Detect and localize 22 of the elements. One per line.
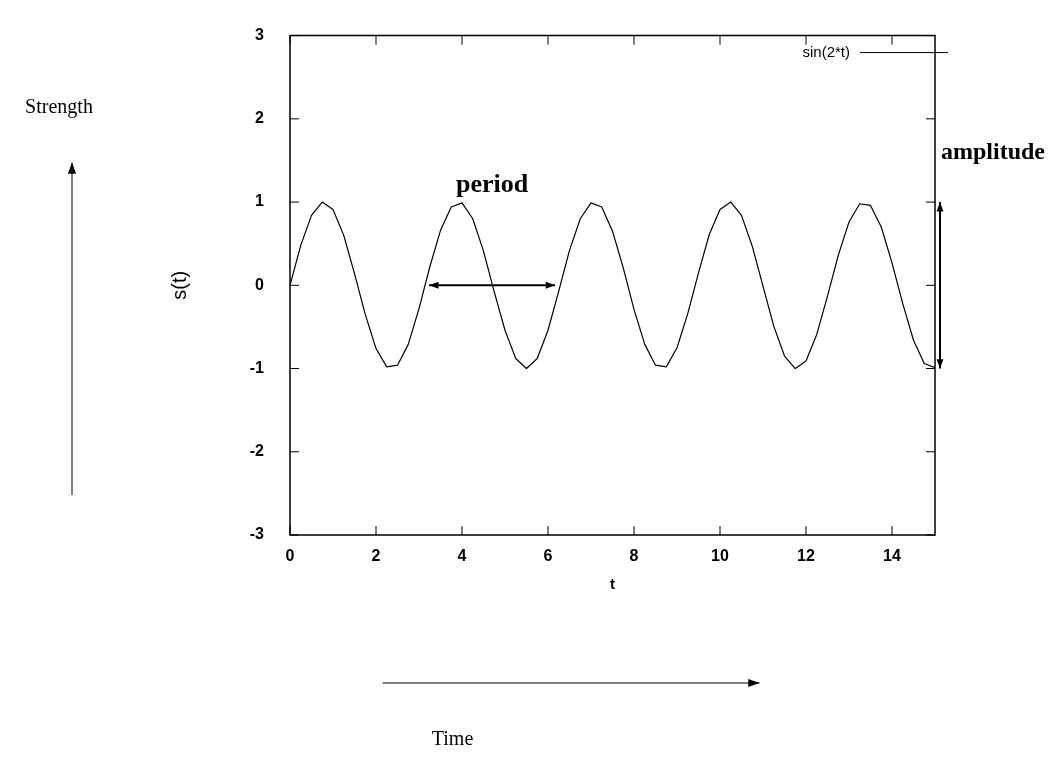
y-tick-label: 0: [255, 275, 265, 293]
y-tick-label: 2: [255, 109, 265, 127]
y-tick-label: -3: [249, 525, 265, 543]
x-tick-label: 0: [285, 547, 295, 565]
annotation: period: [455, 169, 529, 199]
text: amplitude: [940, 137, 1046, 164]
y-tick-label: 3: [255, 26, 265, 44]
x-tick-label: 8: [629, 547, 639, 565]
x-axis-title: t: [610, 575, 615, 593]
x-tick-label: 10: [711, 547, 729, 565]
y-axis-title: s(t): [167, 270, 190, 300]
x-tick-label: 12: [797, 547, 815, 565]
y-tick-label: 1: [255, 192, 265, 210]
y-tick-label: -1: [249, 358, 265, 376]
text: Strength: [25, 94, 93, 118]
x-tick-label: 2: [371, 547, 381, 565]
text: Time: [431, 727, 474, 750]
x-tick-label: 4: [457, 547, 467, 565]
y-tick-label: -2: [249, 442, 265, 460]
x-tick-label: 6: [543, 547, 553, 565]
legend-label: sin(2*t): [802, 42, 850, 60]
x-tick-label: 14: [883, 547, 901, 565]
